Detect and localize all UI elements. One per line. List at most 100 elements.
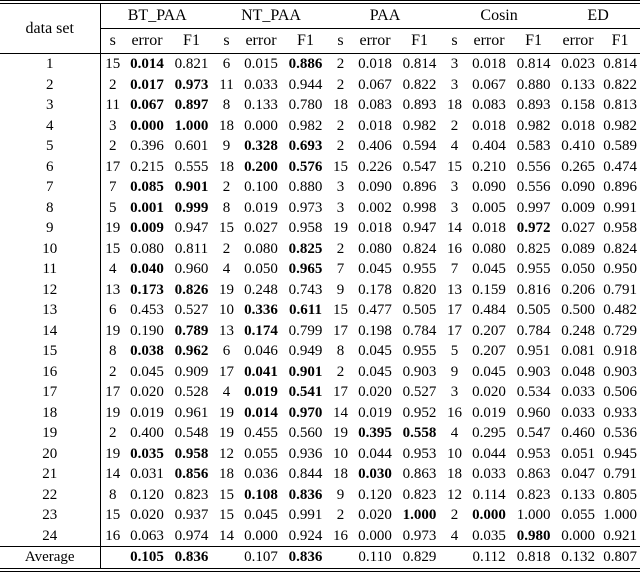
table-cell: 0.823 — [174, 486, 209, 503]
table-cell: 0.970 — [288, 404, 323, 421]
table-cell: 0.896 — [402, 179, 437, 195]
table-cell: 0.133 — [561, 486, 595, 503]
table-cell: 0.083 — [472, 97, 506, 113]
table-cell: 0.120 — [358, 486, 392, 503]
table-cell: 0.780 — [288, 97, 323, 113]
table-cell: 0.295 — [472, 425, 506, 441]
table-cell: 0.027 — [244, 220, 278, 236]
table-cell: 0.044 — [358, 445, 392, 462]
table-cell: 14 — [447, 220, 463, 236]
table-row: 9 19 0.009 0.947 15 0.027 0.958 19 0.018 0.947 14 0… — [0, 218, 640, 239]
dataset-id: 13 — [0, 300, 101, 321]
table-cell: 15 — [333, 302, 349, 318]
table-row: 4 3 0.000 1.000 18 0.000 0.982 2 0.018 0.982 2 0.01… — [0, 115, 640, 136]
table-cell: 0.018 — [358, 117, 392, 134]
table-cell: 2 — [336, 240, 345, 257]
table-cell: 0.951 — [516, 343, 551, 359]
table-cell: 2 — [109, 76, 117, 93]
table-cell: 19 — [105, 404, 121, 421]
table-cell: 0.248 — [244, 281, 278, 298]
table-cell: 0.560 — [288, 425, 323, 441]
table-cell: 0.015 — [244, 56, 278, 72]
table-cell: 0.962 — [174, 343, 209, 359]
table-cell: 0.901 — [174, 179, 209, 195]
dataset-id: 14 — [0, 320, 101, 341]
table-cell: 2 — [336, 56, 345, 72]
table-cell: 0.000 — [244, 527, 278, 544]
group-header-paa: PAA — [328, 2, 443, 29]
table-cell: 0.505 — [402, 302, 437, 318]
table-cell: 0.999 — [174, 199, 209, 216]
table-row: 15 8 0.038 0.962 6 0.046 0.949 8 0.045 0.955 5 0.20… — [0, 341, 640, 362]
table-cell: 0.955 — [402, 261, 437, 277]
table-cell: 0.108 — [244, 486, 278, 503]
table-cell: 0.693 — [288, 138, 323, 154]
table-cell: 0.980 — [516, 527, 551, 544]
table-cell: 15 — [105, 507, 121, 523]
table-cell: 0.576 — [288, 158, 323, 175]
table-cell: 18 — [219, 117, 234, 134]
table-cell: 0.484 — [472, 302, 506, 318]
table-row: 6 17 0.215 0.555 18 0.200 0.576 15 0.226 0.547 15 0… — [0, 156, 640, 177]
table-cell: 0.880 — [516, 76, 551, 93]
table-cell: 0.045 — [358, 363, 392, 380]
table-cell: 0.453 — [130, 302, 164, 318]
table-cell: 0.583 — [516, 138, 551, 154]
table-cell: 0.528 — [174, 384, 209, 400]
table-cell: 13 — [447, 281, 463, 298]
table-cell: 0.973 — [288, 199, 323, 216]
table-cell: 10 — [219, 302, 234, 318]
table-cell: 0.807 — [600, 546, 640, 570]
table-cell: 0.105 — [125, 546, 169, 570]
table-cell: 0.080 — [130, 240, 164, 257]
table-cell: 0.133 — [244, 97, 278, 113]
table-cell: 0.818 — [511, 546, 557, 570]
table-cell: 0.541 — [288, 384, 323, 400]
table-cell: 15 — [447, 158, 463, 175]
table-cell: 0.947 — [174, 220, 209, 236]
table-cell: 0.018 — [472, 220, 506, 236]
table-cell: 0.410 — [561, 138, 595, 154]
dataset-id: 24 — [0, 525, 101, 547]
table-cell: 8 — [109, 486, 117, 503]
table-cell: 0.973 — [402, 527, 437, 544]
table-cell: 0.784 — [516, 322, 551, 339]
table-cell: 3 — [450, 199, 459, 216]
table-cell: 19 — [333, 425, 349, 441]
table-cell: 0.020 — [130, 507, 164, 523]
table-cell: 0.120 — [130, 486, 164, 503]
dataset-id: 7 — [0, 177, 101, 198]
table-row: 5 2 0.396 0.601 9 0.328 0.693 2 0.406 0.594 4 0.404… — [0, 136, 640, 157]
table-cell: 0.107 — [239, 546, 283, 570]
table-cell: 0.009 — [130, 220, 164, 236]
table-cell: 1.000 — [516, 507, 551, 523]
table-cell: 0.836 — [283, 546, 329, 570]
table-cell: 15 — [219, 486, 234, 503]
table-cell: 0.825 — [288, 240, 323, 257]
table-cell: 0.958 — [174, 445, 209, 462]
table-cell: 0.820 — [402, 281, 437, 298]
table-cell: 19 — [105, 322, 121, 339]
table-cell: 0.019 — [244, 384, 278, 400]
table-cell: 0.952 — [402, 404, 437, 421]
table-cell: 0.045 — [472, 363, 506, 380]
table-cell: 13 — [105, 281, 121, 298]
column-header-f1: F1 — [397, 28, 443, 54]
table-cell: 0.933 — [603, 404, 637, 421]
table-cell: 0.547 — [516, 425, 551, 441]
table-cell: 0.829 — [397, 546, 443, 570]
table-header: data set BT_PAA NT_PAA PAA Cosin ED s err… — [0, 2, 640, 54]
table-row: 1 15 0.014 0.821 6 0.015 0.886 2 0.018 0.814 3 0.01… — [0, 53, 640, 75]
dataset-id: 8 — [0, 197, 101, 218]
table-cell: 0.018 — [472, 56, 506, 72]
table-cell: 6 — [222, 343, 231, 359]
table-cell: 0.997 — [516, 199, 551, 216]
table-row: 23 15 0.020 0.937 15 0.045 0.991 2 0.020 1.000 2 0.… — [0, 505, 640, 526]
table-cell: 9 — [336, 281, 345, 298]
table-cell: 0.743 — [288, 281, 323, 298]
table-cell: 0.019 — [472, 404, 506, 421]
table-cell: 12 — [219, 445, 234, 462]
table-cell: 0.949 — [288, 343, 323, 359]
dataset-id: 23 — [0, 505, 101, 526]
table-cell: 0.822 — [603, 76, 637, 93]
